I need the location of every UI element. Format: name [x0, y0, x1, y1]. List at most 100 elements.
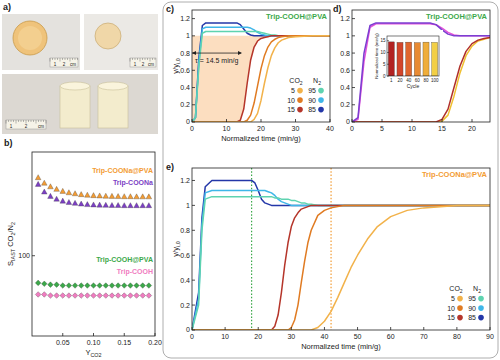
point — [35, 292, 41, 298]
point — [97, 202, 103, 207]
annotation-arrow — [193, 53, 241, 54]
legend-label: 85 — [308, 106, 316, 113]
series-line — [192, 36, 330, 122]
ruler-tick — [52, 58, 53, 60]
scatter-chart: 0.050.100.150.20100Trip-COONa@PVATrip-CO… — [6, 152, 162, 358]
y-tick-label: 0.4 — [180, 84, 190, 91]
x-tick-label: 10 — [221, 333, 229, 340]
point — [121, 194, 127, 199]
ruler-label: 2 — [25, 124, 28, 129]
x-tick-label: 1 — [390, 78, 393, 83]
ruler-tick — [130, 58, 131, 62]
cylinder-top — [60, 82, 90, 90]
x-tick-label: 0 — [190, 333, 194, 340]
y-tick — [192, 205, 195, 206]
x-tick — [225, 327, 226, 330]
ruler-tick — [57, 58, 58, 60]
legend-label: 10 — [287, 97, 295, 104]
x-tick-label: 0 — [190, 125, 194, 132]
y-tick-label: 0 — [346, 118, 350, 125]
x-tick — [390, 327, 391, 330]
x-tick-label: 0 — [350, 125, 354, 132]
ruler-tick — [60, 58, 61, 62]
x-axis-label: YCO2 — [85, 348, 101, 358]
y-tick-label: 1 — [186, 202, 190, 209]
point — [140, 194, 146, 199]
panel-frame — [163, 2, 498, 358]
ruler-tick — [72, 58, 73, 60]
ruler — [50, 58, 78, 67]
x-tick-label: 80 — [423, 78, 429, 83]
ruler-tick — [70, 58, 71, 62]
x-tick — [291, 327, 292, 330]
plot-data — [388, 42, 437, 76]
point — [109, 193, 115, 198]
point — [121, 203, 127, 208]
ruler-tick — [18, 120, 19, 122]
label-part: 2 — [318, 80, 321, 86]
x-tick — [382, 119, 383, 122]
ruler-label: 1 — [134, 62, 137, 67]
x-tick-label: 0.10 — [87, 339, 101, 346]
photo — [2, 74, 158, 134]
label-part: y/y — [171, 64, 180, 74]
series-line — [352, 24, 490, 122]
point — [85, 293, 91, 299]
x-tick-label: 10 — [408, 125, 416, 132]
chart-title: Trip-COONa@PVA — [422, 170, 488, 179]
legend-marker — [457, 296, 463, 302]
label-part: 2 — [478, 288, 481, 294]
x-tick-label: 15 — [438, 125, 446, 132]
y-tick-label: 1 — [186, 32, 190, 39]
inset-background — [372, 30, 443, 92]
y-axis-label: y/yi,0 — [171, 58, 181, 73]
legend-label: 5 — [451, 295, 455, 302]
y-tick — [352, 53, 355, 54]
y-tick — [387, 64, 389, 65]
legend-marker — [478, 305, 484, 311]
point — [54, 186, 60, 191]
ruler-tick — [33, 120, 34, 122]
pellet — [95, 23, 121, 49]
y-tick — [192, 35, 195, 36]
chart-title: Trip-COOH@PVA — [266, 12, 328, 21]
y-tick-label: 0.4 — [180, 277, 190, 284]
ruler-tick — [8, 120, 9, 122]
point — [128, 283, 134, 289]
point — [78, 201, 84, 206]
point — [115, 293, 121, 299]
label-part: 2 — [300, 80, 303, 86]
ruler-tick — [46, 120, 47, 124]
legend-marker — [318, 97, 324, 103]
line-chart: 0510152000.20.40.60.811.2Trip-COOH@PVA — [340, 10, 490, 132]
x-axis-label: Normalized time (min/g) — [301, 342, 381, 351]
ruler-tick — [13, 120, 14, 122]
x-tick — [357, 327, 358, 330]
y-tick — [192, 230, 195, 231]
y-tick-label: 0.2 — [180, 101, 190, 108]
ruler-label: 1 — [10, 124, 13, 129]
point — [91, 202, 97, 207]
ruler-label: 2 — [142, 62, 145, 67]
bar — [423, 42, 429, 76]
ruler-tick — [67, 58, 68, 60]
ruler-tick — [155, 58, 156, 60]
label-part: CO — [289, 77, 300, 84]
y-tick — [387, 40, 389, 41]
y-tick — [352, 122, 355, 123]
point — [140, 293, 146, 299]
panel-label: d) — [333, 4, 342, 14]
point — [85, 202, 91, 207]
point — [54, 196, 60, 201]
point — [35, 181, 41, 186]
point — [60, 283, 66, 289]
ruler-tick — [28, 120, 29, 122]
point — [72, 293, 78, 299]
x-tick-label: 100 — [431, 78, 439, 83]
point — [134, 203, 140, 208]
cylinder — [98, 86, 128, 128]
point — [72, 200, 78, 205]
point — [78, 192, 84, 197]
label-part: /N — [6, 225, 15, 233]
legend-marker — [318, 107, 324, 113]
